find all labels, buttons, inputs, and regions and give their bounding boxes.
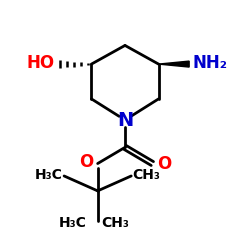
Text: NH₂: NH₂ xyxy=(192,54,227,72)
Text: O: O xyxy=(157,154,171,172)
Polygon shape xyxy=(158,61,189,67)
Text: H₃C: H₃C xyxy=(35,168,63,182)
Text: CH₃: CH₃ xyxy=(102,216,129,230)
Text: N: N xyxy=(117,110,133,130)
Text: HO: HO xyxy=(26,54,54,72)
Text: H₃C: H₃C xyxy=(58,216,86,230)
Text: O: O xyxy=(79,153,93,171)
Text: CH₃: CH₃ xyxy=(132,168,160,182)
